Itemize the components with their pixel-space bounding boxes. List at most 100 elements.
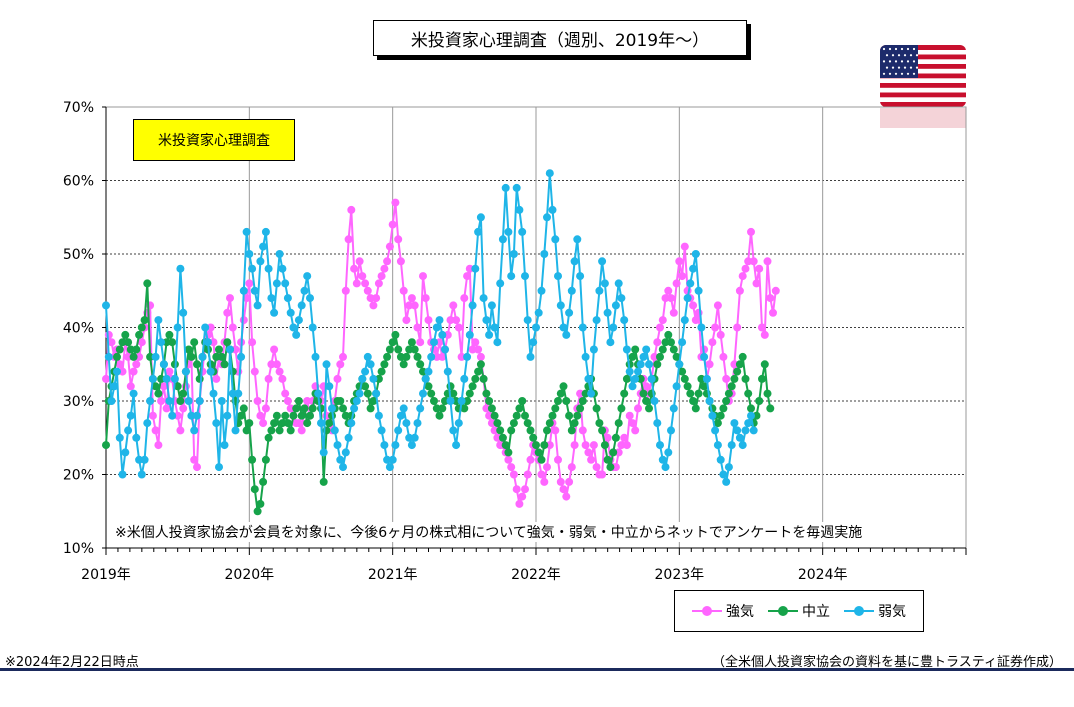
- neutral-point: [501, 441, 510, 450]
- bearish-point: [727, 441, 736, 450]
- bearish-point: [509, 250, 518, 258]
- bullish-point: [559, 485, 568, 494]
- bullish-point: [667, 294, 675, 303]
- bearish-point: [377, 426, 386, 435]
- neutral-point: [482, 389, 491, 398]
- legend-symbol-bearish: [844, 606, 874, 616]
- neutral-point: [485, 397, 494, 405]
- bullish-point: [587, 455, 596, 464]
- bearish-point: [339, 463, 347, 472]
- bearish-point: [686, 279, 695, 288]
- bearish-point: [443, 367, 452, 376]
- bearish-point: [270, 308, 279, 317]
- bearish-point: [606, 338, 615, 347]
- neutral-point: [396, 352, 405, 361]
- bullish-point: [625, 411, 634, 420]
- neutral-point: [427, 389, 436, 398]
- bottom-divider: [0, 668, 1074, 671]
- bearish-point: [482, 316, 491, 325]
- bearish-point: [234, 389, 243, 398]
- x-tick-label: 2022年: [511, 567, 561, 583]
- bearish-point: [645, 360, 653, 369]
- neutral-point: [523, 419, 532, 428]
- bearish-point: [430, 338, 438, 347]
- neutral-point: [468, 382, 477, 391]
- bullish-point: [294, 419, 303, 428]
- bearish-point: [468, 301, 477, 310]
- bullish-point: [432, 352, 441, 361]
- neutral-point: [471, 374, 480, 383]
- bullish-point: [148, 411, 157, 420]
- bullish-point: [267, 360, 276, 369]
- bullish-point: [366, 294, 375, 303]
- bearish-point: [529, 338, 538, 347]
- neutral-point: [446, 382, 455, 391]
- neutral-point: [551, 404, 560, 413]
- bearish-point: [248, 264, 257, 273]
- bearish-point: [521, 272, 529, 281]
- bearish-point: [256, 257, 265, 266]
- neutral-point: [595, 419, 604, 428]
- bullish-point: [487, 419, 496, 428]
- bullish-point: [396, 257, 405, 266]
- neutral-point: [413, 352, 422, 361]
- neutral-point: [526, 426, 535, 435]
- bullish-point: [471, 338, 480, 347]
- bearish-point: [479, 294, 488, 303]
- bearish-point: [650, 397, 659, 405]
- bullish-point: [226, 294, 234, 303]
- bullish-point: [261, 404, 270, 413]
- bearish-point: [184, 397, 193, 405]
- neutral-point: [653, 360, 662, 369]
- neutral-point: [146, 352, 155, 361]
- bullish-point: [521, 485, 529, 494]
- bullish-point: [689, 301, 698, 310]
- bearish-point: [215, 463, 223, 472]
- neutral-point: [154, 389, 163, 398]
- bullish-point: [769, 308, 777, 317]
- bullish-point: [738, 272, 747, 281]
- bullish-point: [347, 205, 356, 214]
- bearish-point: [322, 360, 331, 369]
- neutral-point: [603, 455, 612, 464]
- bearish-point: [724, 463, 733, 472]
- bearish-point: [493, 338, 502, 347]
- neutral-point: [755, 397, 764, 405]
- neutral-point: [179, 389, 188, 398]
- bullish-point: [642, 382, 651, 391]
- bearish-point: [176, 264, 185, 273]
- neutral-point: [578, 397, 587, 405]
- bearish-point: [421, 374, 430, 383]
- bullish-point: [617, 441, 626, 450]
- neutral-point: [416, 360, 425, 369]
- bullish-point: [413, 323, 422, 332]
- neutral-point: [187, 352, 196, 361]
- neutral-point: [512, 411, 521, 420]
- neutral-point: [697, 374, 706, 383]
- neutral-point: [215, 345, 223, 354]
- bearish-point: [454, 419, 463, 428]
- bearish-point: [515, 205, 524, 214]
- neutral-point: [537, 455, 546, 464]
- bullish-point: [675, 257, 684, 266]
- neutral-point: [465, 389, 474, 398]
- bearish-point: [173, 323, 182, 332]
- bearish-point: [226, 345, 234, 354]
- bearish-point: [460, 374, 469, 383]
- bearish-point: [634, 367, 642, 376]
- neutral-point: [735, 360, 744, 369]
- bearish-point: [220, 441, 229, 450]
- bearish-point: [341, 448, 350, 457]
- bullish-point: [509, 470, 518, 479]
- bullish-point: [713, 301, 722, 310]
- bearish-point: [716, 455, 725, 464]
- bearish-point: [526, 352, 535, 361]
- neutral-point: [452, 397, 461, 405]
- bearish-point: [639, 352, 648, 361]
- bearish-point: [463, 352, 472, 361]
- neutral-point: [576, 404, 585, 413]
- bullish-point: [493, 433, 502, 442]
- neutral-point: [124, 338, 133, 347]
- bullish-point: [336, 360, 345, 369]
- neutral-point: [559, 382, 568, 391]
